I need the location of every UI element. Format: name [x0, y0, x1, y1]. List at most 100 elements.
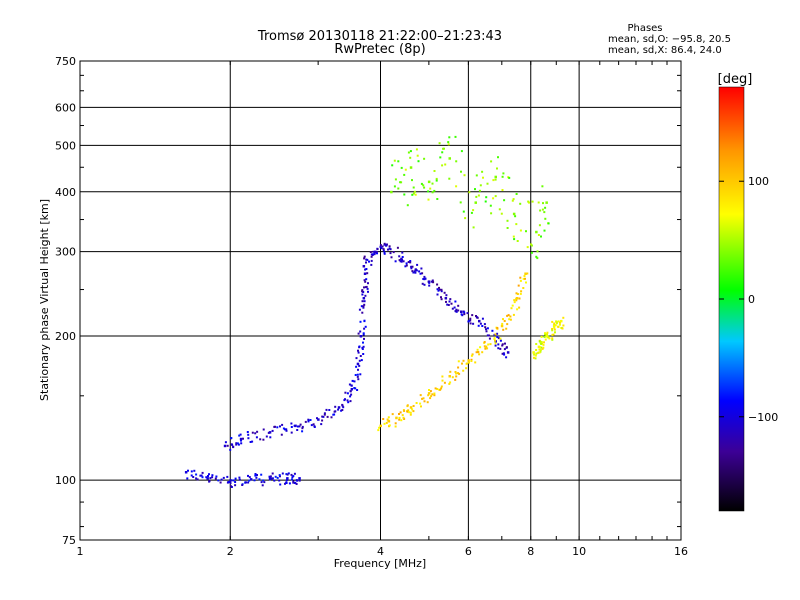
data-point	[519, 202, 522, 205]
data-point	[187, 469, 189, 472]
data-point	[513, 299, 516, 302]
data-point	[443, 291, 446, 294]
data-point	[337, 408, 340, 411]
data-point	[340, 409, 343, 412]
data-point	[285, 429, 288, 432]
data-point	[494, 342, 497, 345]
data-point	[443, 147, 445, 150]
data-point	[229, 482, 232, 485]
data-point	[390, 256, 393, 259]
data-point	[419, 272, 422, 275]
data-point	[499, 347, 502, 350]
data-point	[328, 409, 331, 411]
data-point	[406, 404, 409, 407]
data-point	[238, 434, 241, 437]
data-point	[543, 229, 546, 232]
data-point	[402, 260, 405, 263]
data-point	[342, 406, 345, 409]
data-point	[401, 414, 404, 417]
x-tick-label: 8	[527, 545, 534, 558]
data-point	[383, 252, 386, 255]
data-point	[546, 331, 549, 334]
data-point	[361, 311, 364, 314]
data-point	[496, 332, 499, 335]
data-point	[239, 433, 242, 436]
data-point	[363, 337, 365, 340]
data-point	[440, 298, 443, 301]
data-point	[347, 401, 350, 404]
data-point	[400, 257, 403, 261]
data-point	[362, 306, 365, 309]
data-point	[416, 154, 419, 157]
data-point	[215, 475, 218, 478]
data-point	[398, 255, 401, 258]
data-point	[279, 425, 281, 428]
data-point	[387, 248, 389, 251]
data-point	[372, 253, 375, 256]
data-point	[420, 405, 422, 408]
data-point	[321, 419, 324, 422]
data-point	[531, 200, 534, 203]
data-point	[459, 201, 462, 204]
data-point	[407, 409, 410, 412]
data-point	[341, 404, 344, 407]
data-point	[200, 474, 203, 477]
data-point	[484, 326, 487, 329]
data-point	[497, 156, 499, 159]
data-point	[269, 475, 272, 478]
data-point	[494, 333, 497, 336]
data-point	[281, 472, 284, 475]
data-point	[516, 308, 519, 311]
data-point	[460, 310, 463, 313]
data-point	[468, 361, 470, 364]
data-point	[543, 211, 546, 214]
data-point	[469, 322, 472, 325]
data-point	[362, 265, 366, 268]
data-point	[374, 250, 377, 254]
data-point	[508, 176, 511, 179]
data-point	[445, 300, 447, 303]
data-point	[438, 288, 441, 291]
data-point	[558, 323, 561, 326]
data-point	[297, 425, 299, 428]
data-point	[460, 313, 463, 316]
data-point	[359, 320, 362, 323]
data-point	[184, 471, 188, 474]
data-point	[427, 180, 431, 184]
y-tick-label: 200	[55, 330, 76, 343]
data-point	[240, 442, 243, 445]
data-point	[535, 230, 538, 234]
data-point	[400, 166, 403, 169]
data-point	[538, 348, 541, 351]
data-point	[290, 473, 293, 476]
data-point	[436, 288, 439, 291]
data-point	[448, 136, 451, 139]
data-point	[478, 189, 481, 192]
data-point	[455, 308, 458, 311]
data-point	[365, 285, 368, 288]
data-point	[403, 193, 406, 196]
data-point	[312, 423, 315, 426]
data-point	[363, 272, 367, 275]
data-point	[246, 431, 249, 433]
data-point	[492, 197, 495, 200]
data-point	[500, 212, 503, 215]
data-point	[435, 179, 438, 182]
data-point	[544, 206, 547, 209]
data-point	[224, 441, 227, 444]
x-axis-ticks: 1 2 4 6 8 10 16	[77, 61, 688, 558]
data-point	[420, 267, 423, 270]
data-point	[502, 318, 504, 321]
data-point	[365, 278, 368, 281]
data-point	[412, 192, 415, 195]
data-point	[430, 395, 433, 398]
data-point	[294, 481, 297, 484]
data-point	[301, 427, 304, 430]
data-point	[403, 417, 406, 420]
data-point	[413, 270, 416, 273]
data-point	[410, 267, 413, 270]
data-point	[357, 351, 360, 354]
data-point	[515, 193, 518, 195]
data-point	[515, 297, 519, 300]
data-point	[540, 342, 543, 345]
